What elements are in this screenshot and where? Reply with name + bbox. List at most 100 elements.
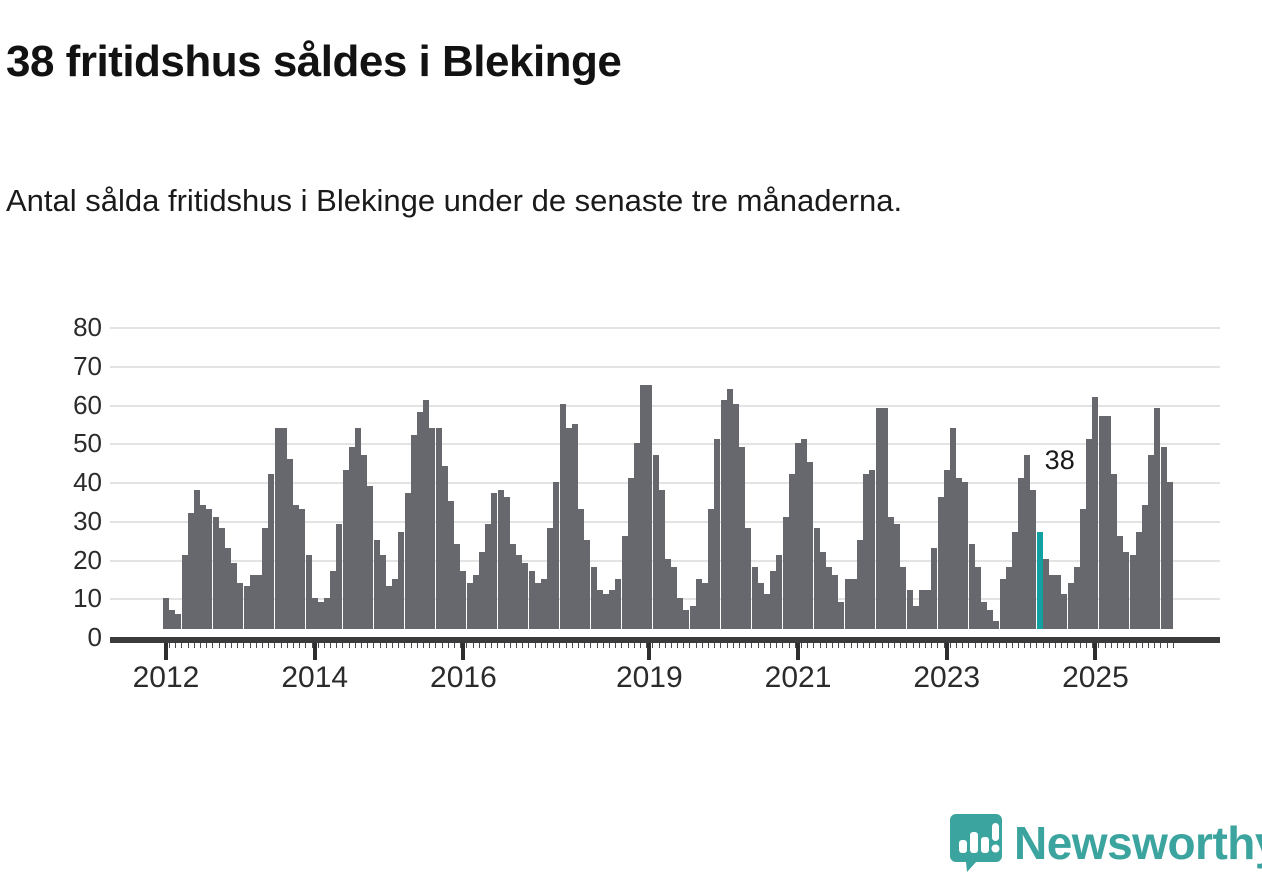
bar[interactable]	[305, 555, 312, 629]
bar[interactable]	[497, 489, 504, 629]
bar[interactable]	[1098, 415, 1105, 629]
bar[interactable]	[609, 590, 616, 629]
bar[interactable]	[826, 567, 832, 629]
bar[interactable]	[1086, 439, 1093, 629]
bar[interactable]	[621, 536, 628, 629]
bar[interactable]	[782, 516, 789, 629]
bar[interactable]	[931, 547, 938, 629]
bar[interactable]	[906, 590, 913, 629]
bar[interactable]	[1042, 559, 1049, 629]
bar[interactable]	[987, 609, 994, 629]
bar[interactable]	[1142, 505, 1149, 629]
bar[interactable]	[448, 501, 455, 629]
bar[interactable]	[664, 559, 671, 629]
bar[interactable]	[1080, 508, 1087, 629]
bar[interactable]	[646, 384, 653, 629]
bar[interactable]	[224, 547, 231, 629]
bar[interactable]	[485, 524, 492, 629]
bar[interactable]	[571, 423, 578, 629]
bar[interactable]	[522, 563, 529, 629]
bar[interactable]	[255, 574, 262, 629]
bar[interactable]	[1055, 574, 1062, 629]
bar[interactable]	[714, 439, 721, 629]
bar[interactable]	[379, 555, 386, 629]
bar[interactable]	[169, 609, 176, 629]
bar[interactable]	[516, 555, 523, 629]
bar[interactable]	[237, 582, 244, 629]
bar[interactable]	[392, 578, 399, 629]
bar[interactable]	[540, 578, 547, 629]
bar[interactable]	[702, 582, 709, 629]
bar[interactable]	[875, 408, 882, 629]
bar[interactable]	[584, 539, 591, 629]
bar[interactable]	[1129, 555, 1136, 629]
bar[interactable]	[863, 474, 870, 629]
bar[interactable]	[311, 598, 318, 629]
bar[interactable]	[974, 567, 981, 629]
bar[interactable]	[832, 574, 839, 629]
bar[interactable]	[293, 505, 300, 629]
bar[interactable]	[633, 443, 640, 629]
bar[interactable]	[652, 454, 659, 629]
bar[interactable]	[193, 489, 200, 629]
bar[interactable]	[1061, 594, 1068, 629]
bar[interactable]	[429, 427, 436, 629]
bar[interactable]	[689, 605, 696, 629]
bar[interactable]	[361, 454, 368, 629]
bar[interactable]	[231, 563, 238, 629]
bar[interactable]	[435, 427, 442, 629]
bar[interactable]	[1018, 477, 1025, 629]
bar[interactable]	[187, 512, 194, 629]
bar[interactable]	[262, 528, 269, 629]
bar[interactable]	[658, 489, 665, 629]
bar[interactable]	[795, 443, 802, 629]
bar[interactable]	[943, 470, 950, 629]
bar[interactable]	[807, 462, 814, 629]
bar[interactable]	[968, 543, 975, 629]
bar[interactable]	[726, 388, 733, 629]
bar[interactable]	[491, 493, 498, 629]
bar[interactable]	[466, 582, 473, 629]
bar[interactable]	[602, 594, 609, 629]
bar[interactable]	[745, 528, 752, 629]
bar[interactable]	[813, 528, 820, 629]
bar[interactable]	[534, 582, 541, 629]
bar[interactable]	[695, 578, 702, 629]
bar[interactable]	[1067, 582, 1074, 629]
bar[interactable]	[1135, 532, 1142, 629]
bar[interactable]	[869, 470, 876, 629]
bar[interactable]	[559, 404, 566, 629]
bar[interactable]	[850, 578, 857, 629]
bar[interactable]	[441, 466, 448, 629]
bar[interactable]	[1148, 454, 1155, 629]
bar[interactable]	[640, 384, 647, 629]
bar[interactable]	[894, 524, 901, 629]
bar[interactable]	[578, 508, 585, 629]
bar[interactable]	[163, 598, 169, 629]
bar[interactable]	[410, 435, 417, 629]
bar[interactable]	[317, 601, 324, 629]
bar[interactable]	[1049, 574, 1056, 629]
bar[interactable]	[683, 609, 690, 629]
bar[interactable]	[274, 427, 281, 629]
bar[interactable]	[454, 543, 461, 629]
bar[interactable]	[627, 477, 634, 629]
bar[interactable]	[386, 586, 393, 629]
bar[interactable]	[764, 594, 771, 629]
bar[interactable]	[565, 427, 572, 629]
bar[interactable]	[733, 404, 740, 629]
bar[interactable]	[1024, 454, 1031, 629]
bar[interactable]	[596, 590, 603, 629]
bar[interactable]	[881, 408, 888, 629]
bar[interactable]	[1104, 415, 1111, 629]
bar[interactable]	[819, 551, 826, 629]
bar[interactable]	[324, 598, 331, 629]
bar[interactable]	[918, 590, 925, 629]
bar[interactable]	[980, 601, 987, 629]
bar[interactable]	[962, 481, 969, 629]
bar[interactable]	[423, 400, 430, 629]
bar[interactable]	[355, 427, 362, 629]
bar[interactable]	[770, 570, 777, 629]
bar[interactable]	[900, 567, 907, 629]
bar[interactable]	[615, 578, 622, 629]
